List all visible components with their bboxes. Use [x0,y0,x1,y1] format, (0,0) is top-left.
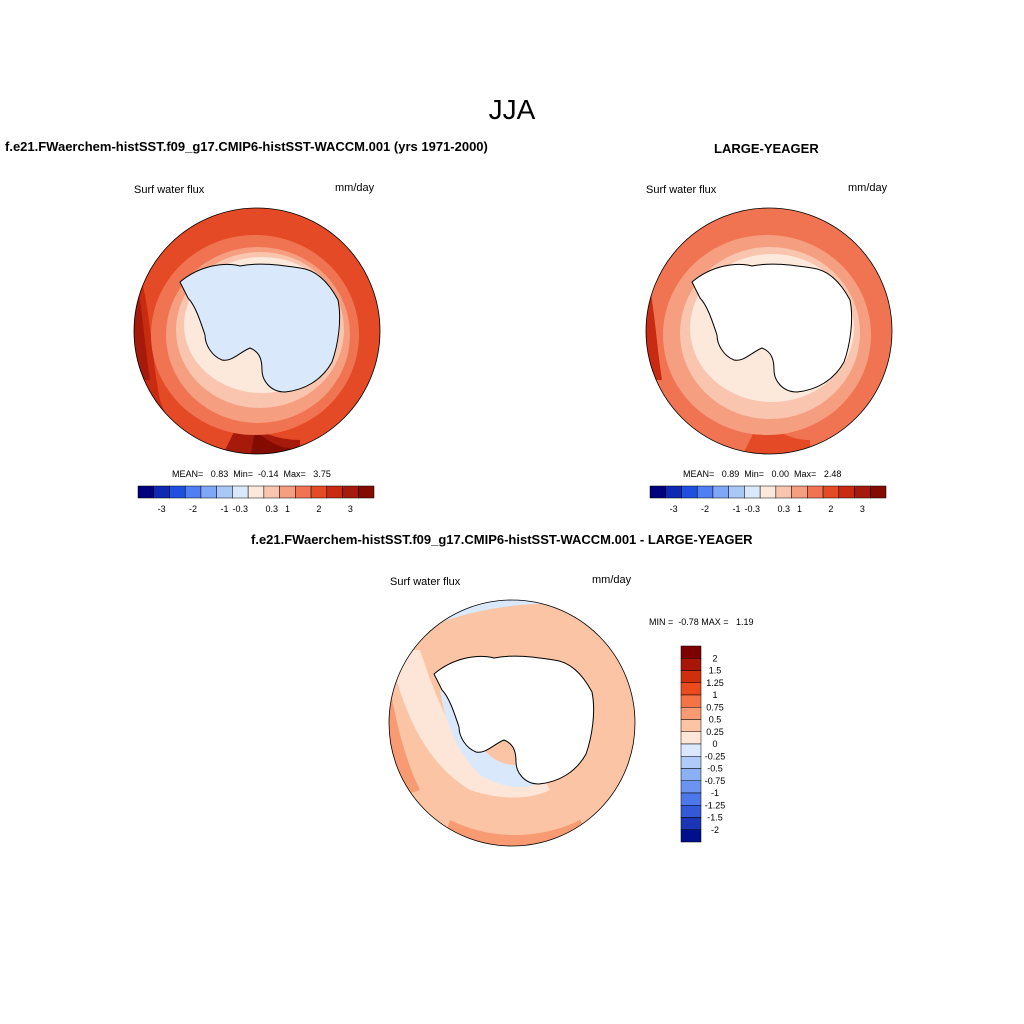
colorbar-tick-label: 0.75 [706,702,724,712]
left-units-label: mm/day [335,182,375,194]
colorbar-tick-label: -2 [189,504,197,514]
colorbar-tick-label: 0.3 [777,504,790,514]
colorbar-tick-label: 1.25 [706,678,724,688]
colorbar-swatch [680,817,702,830]
colorbar-swatch [665,485,682,499]
colorbar-swatch [712,485,729,499]
colorbar-swatch [807,485,824,499]
colorbar-swatch [680,768,702,781]
colorbar-tick-label: -0.3 [233,504,249,514]
colorbar-tick-label: 0.3 [265,504,278,514]
left-variable-label: Surf water flux [134,184,205,196]
colorbar-swatch [680,694,702,708]
colorbar-swatch [680,780,702,794]
colorbar-swatch [358,485,375,499]
colorbar-swatch [775,485,792,499]
colorbar-swatch [680,805,702,818]
colorbar-swatch [822,485,840,499]
colorbar-swatch [247,485,265,499]
colorbar-swatch [728,485,745,499]
colorbar-swatch [342,485,359,499]
diff-panel-title: f.e21.FWaerchem-histSST.f09_g17.CMIP6-hi… [251,532,753,547]
colorbar-tick-label: 3 [860,504,865,514]
colorbar-tick-label: -3 [670,504,678,514]
colorbar-tick-label: -1 [711,788,719,798]
right-polar-map [645,207,893,455]
colorbar-swatch [680,719,702,732]
colorbar-tick-label: 1 [712,690,717,700]
colorbar-tick-label: -2 [701,504,709,514]
left-polar-map [133,207,381,455]
colorbar-swatch [854,485,871,499]
colorbar-swatch [310,485,328,499]
colorbar-tick-label: 0.25 [706,727,724,737]
colorbar-swatch [681,485,698,499]
colorbar-tick-label: -2 [711,825,719,835]
colorbar-swatch [680,658,702,671]
colorbar-swatch [680,670,702,683]
colorbar-tick-label: 3 [348,504,353,514]
right-colorbar: -3 -2 -1 -0.3 0.3 1 2 3 [649,485,887,514]
page-title: JJA [488,94,536,125]
colorbar-swatch [838,485,855,499]
colorbar-tick-label: 2 [712,653,717,663]
colorbar-swatch [137,485,154,499]
colorbar-swatch [680,707,702,720]
colorbar-tick-label: 1 [285,504,290,514]
colorbar-tick-label: -3 [158,504,166,514]
right-panel-title: LARGE-YEAGER [714,141,819,156]
right-stats: MEAN= 0.89 Min= 0.00 Max= 2.48 [683,469,842,479]
colorbar-swatch [153,485,170,499]
colorbar-tick-label: -1 [221,504,229,514]
colorbar-tick-label: 2 [828,504,833,514]
diff-polar-map [388,599,636,847]
colorbar-swatch [870,485,887,499]
colorbar-swatch [326,485,343,499]
colorbar-tick-label: 0 [712,739,717,749]
left-panel-title: f.e21.FWaerchem-histSST.f09_g17.CMIP6-hi… [5,139,488,154]
right-units-label: mm/day [848,182,888,194]
colorbar-swatch [216,485,233,499]
colorbar-swatch [649,485,666,499]
colorbar-swatch [184,485,202,499]
colorbar-swatch [295,485,312,499]
diff-stats: MIN = -0.78 MAX = 1.19 [649,617,754,627]
left-stats: MEAN= 0.83 Min= -0.14 Max= 3.75 [172,469,331,479]
colorbar-swatch [200,485,217,499]
colorbar-swatch [680,731,702,745]
colorbar-tick-label: -0.25 [705,751,726,761]
colorbar-swatch [263,485,280,499]
left-colorbar: -3 -2 -1 -0.3 0.3 1 2 3 [137,485,375,514]
colorbar-swatch [680,743,702,757]
colorbar-swatch [279,485,296,499]
colorbar-swatch [744,485,761,499]
colorbar-swatch [680,792,702,806]
colorbar-tick-label: 1 [797,504,802,514]
colorbar-tick-label: -0.75 [705,776,726,786]
colorbar-tick-label: -0.3 [745,504,761,514]
colorbar-swatch [680,645,702,659]
colorbar-swatch [680,682,702,696]
colorbar-swatch [232,485,249,499]
colorbar-tick-label: 0.5 [709,715,722,725]
colorbar-swatch [680,756,702,769]
diff-variable-label: Surf water flux [390,576,461,588]
colorbar-swatch [696,485,714,499]
colorbar-swatch [680,829,702,843]
diff-colorbar: 2 1.5 1.25 1 0.75 0.5 0.25 0 -0.25 -0.5 -0.75 -1 -1.… [680,645,726,843]
colorbar-swatch [169,485,186,499]
colorbar-tick-label: -1.25 [705,800,726,810]
colorbar-tick-label: -1 [733,504,741,514]
right-variable-label: Surf water flux [646,184,717,196]
diff-units-label: mm/day [592,574,632,586]
colorbar-tick-label: 2 [316,504,321,514]
colorbar-tick-label: 1.5 [709,666,722,676]
colorbar-tick-label: -1.5 [707,813,723,823]
colorbar-swatch [759,485,777,499]
colorbar-tick-label: -0.5 [707,764,723,774]
colorbar-swatch [791,485,808,499]
